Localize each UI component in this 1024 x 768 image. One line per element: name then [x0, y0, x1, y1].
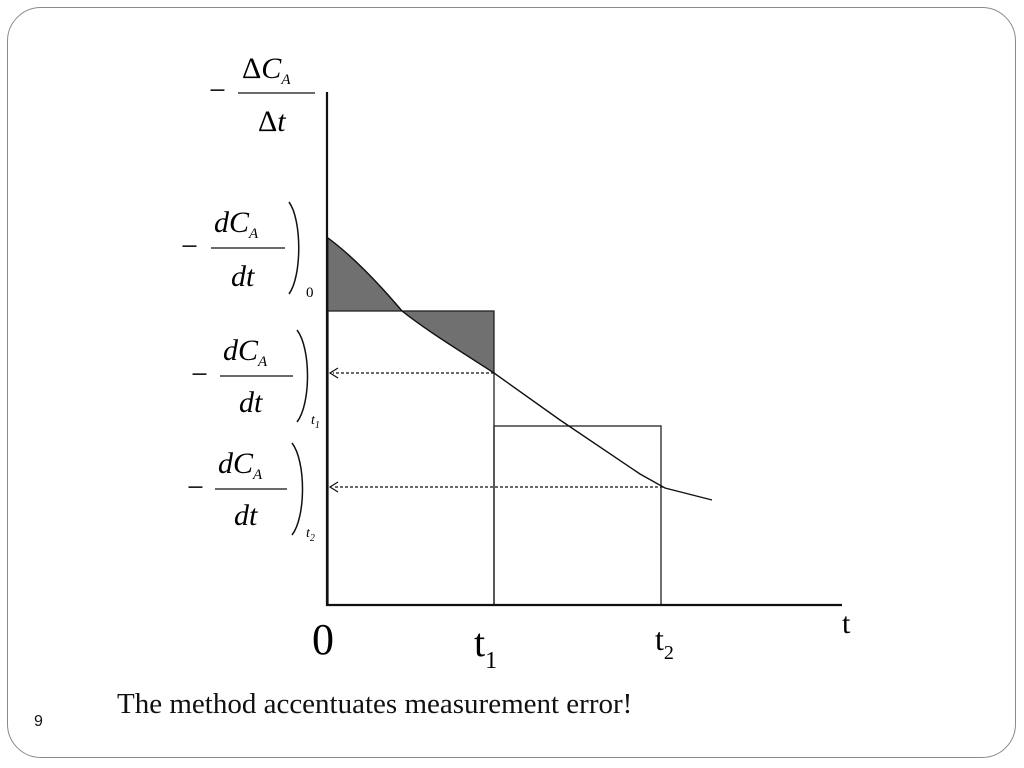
svg-text:ΔCA: ΔCA — [242, 52, 291, 88]
x-tick-origin: 0 — [312, 615, 334, 664]
svg-text:−: − — [191, 358, 208, 391]
shaded-error-region-upper — [327, 237, 404, 312]
derivative-label-at-t2: − dCA dt t2 — [187, 442, 315, 544]
x-tick-t1: t1 — [474, 620, 497, 674]
svg-text:−: − — [187, 471, 204, 504]
svg-text:dCA: dCA — [218, 447, 263, 483]
slide-number: 9 — [34, 713, 43, 730]
svg-text:t2: t2 — [306, 526, 315, 544]
x-tick-t2: t2 — [655, 621, 674, 664]
x-axis-label: t — [842, 607, 851, 640]
derivative-label-at-0: − dCA dt 0 — [181, 201, 314, 301]
svg-text:Δt: Δt — [258, 105, 286, 138]
y-axis-label: − ΔCA Δt — [209, 52, 315, 138]
arrowhead-t1 — [328, 367, 339, 379]
svg-text:dCA: dCA — [214, 206, 259, 242]
rate-curve — [327, 237, 713, 501]
svg-text:0: 0 — [306, 285, 314, 301]
svg-text:dt: dt — [234, 499, 258, 532]
svg-text:dt: dt — [231, 260, 255, 293]
slide-frame — [7, 7, 1016, 758]
derivative-label-at-t1: − dCA dt t1 — [191, 329, 320, 431]
svg-text:dCA: dCA — [223, 334, 268, 370]
svg-text:−: − — [181, 230, 198, 263]
arrowhead-t2 — [328, 481, 339, 493]
svg-text:t1: t1 — [311, 413, 320, 431]
svg-text:−: − — [209, 74, 226, 107]
slide-caption: The method accentuates measurement error… — [117, 688, 633, 720]
interval-bar-2 — [493, 425, 662, 606]
svg-text:dt: dt — [239, 386, 263, 419]
